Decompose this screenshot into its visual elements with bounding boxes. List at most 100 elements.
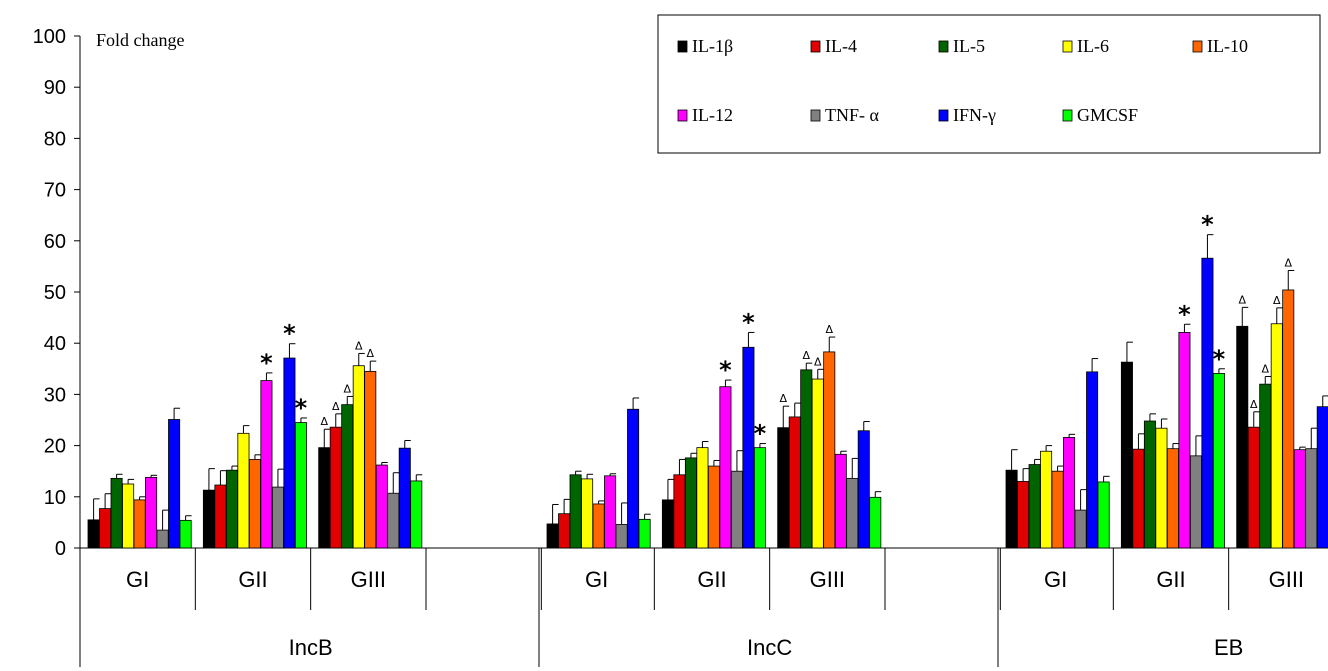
y-tick-label: 50	[44, 282, 66, 304]
bar	[1063, 437, 1076, 549]
significance-delta: Δ	[1238, 293, 1246, 306]
legend-box	[657, 14, 1321, 154]
bar	[707, 465, 720, 549]
bar	[1143, 420, 1156, 549]
bar	[1166, 448, 1179, 549]
significance-delta: Δ	[802, 349, 810, 362]
bar	[145, 476, 158, 549]
bar	[1247, 426, 1260, 549]
bar	[214, 484, 227, 549]
category-label: GIII	[1269, 567, 1304, 592]
significance-star: *	[1178, 300, 1191, 328]
group-label: EB	[1214, 635, 1243, 660]
bar	[753, 447, 766, 549]
bar	[1189, 455, 1202, 549]
significance-delta: Δ	[779, 392, 787, 405]
bar	[777, 427, 790, 549]
bar	[387, 492, 400, 549]
bar	[1120, 361, 1133, 549]
legend-label: IL-1β	[692, 36, 733, 56]
y-tick-label: 40	[44, 333, 66, 355]
significance-delta: Δ	[366, 347, 374, 360]
bar	[604, 475, 617, 549]
bar	[1282, 289, 1295, 549]
significance-star: *	[283, 320, 296, 348]
bar	[202, 489, 215, 549]
significance-delta: Δ	[1250, 398, 1258, 411]
bar	[558, 513, 571, 549]
bar	[1040, 450, 1053, 549]
bar	[1155, 427, 1168, 549]
bar	[869, 496, 882, 549]
bar	[627, 408, 640, 549]
legend-label: IL-10	[1207, 36, 1248, 56]
y-tick-label: 70	[44, 180, 66, 202]
bar	[110, 477, 123, 549]
y-axis-label: Fold change	[96, 30, 184, 50]
y-tick-label: 30	[44, 384, 66, 406]
bar	[1201, 257, 1214, 549]
bar	[569, 474, 582, 549]
bar	[1132, 448, 1145, 549]
significance-star: *	[754, 420, 767, 448]
significance-star: *	[295, 394, 308, 422]
bar	[1236, 325, 1249, 549]
bar	[546, 523, 559, 549]
bar	[742, 346, 755, 549]
bar	[133, 499, 146, 549]
bar	[248, 459, 261, 549]
legend-label: IL-6	[1077, 36, 1109, 56]
significance-star: *	[742, 308, 755, 336]
y-tick-label: 100	[33, 26, 66, 48]
category-label: GII	[238, 567, 267, 592]
bar	[375, 464, 388, 549]
bar	[318, 447, 331, 549]
bar	[834, 453, 847, 549]
bar	[1293, 449, 1306, 549]
bar	[237, 432, 250, 549]
bar	[225, 469, 238, 549]
bar	[1097, 481, 1110, 549]
bar	[352, 365, 365, 549]
bar	[1178, 332, 1191, 549]
bar	[615, 524, 628, 549]
bar	[87, 519, 100, 549]
legend-swatch	[1062, 109, 1073, 122]
y-tick-label: 10	[44, 487, 66, 509]
legend-swatch	[1062, 40, 1073, 53]
bar	[811, 378, 824, 549]
bar	[294, 422, 307, 549]
legend-swatch	[677, 40, 688, 53]
y-tick-label: 0	[55, 538, 66, 560]
legend-swatch	[810, 40, 821, 53]
bar	[179, 519, 192, 549]
bar	[1005, 469, 1018, 549]
category-label: GI	[1044, 567, 1067, 592]
legend-swatch	[810, 109, 821, 122]
legend-swatch	[1192, 40, 1203, 53]
bar	[271, 486, 284, 549]
bar	[364, 370, 377, 549]
bar	[1305, 448, 1318, 549]
bar	[1212, 373, 1225, 549]
bar	[1086, 371, 1099, 549]
y-tick-label: 60	[44, 231, 66, 253]
legend-swatch	[938, 109, 949, 122]
bar	[661, 499, 674, 549]
significance-star: *	[1213, 345, 1226, 373]
category-label: GI	[126, 567, 149, 592]
significance-delta: Δ	[1284, 256, 1292, 269]
bar	[592, 503, 605, 549]
bar	[1051, 470, 1064, 549]
legend-label: IL-12	[692, 105, 733, 125]
bar	[696, 447, 709, 549]
bar	[1017, 481, 1030, 549]
legend-label: GMCSF	[1077, 105, 1138, 125]
y-tick-label: 90	[44, 77, 66, 99]
legend-swatch	[677, 109, 688, 122]
bar	[684, 457, 697, 549]
bar	[1074, 509, 1087, 549]
legend-label: IL-4	[825, 36, 857, 56]
bar	[283, 357, 296, 549]
